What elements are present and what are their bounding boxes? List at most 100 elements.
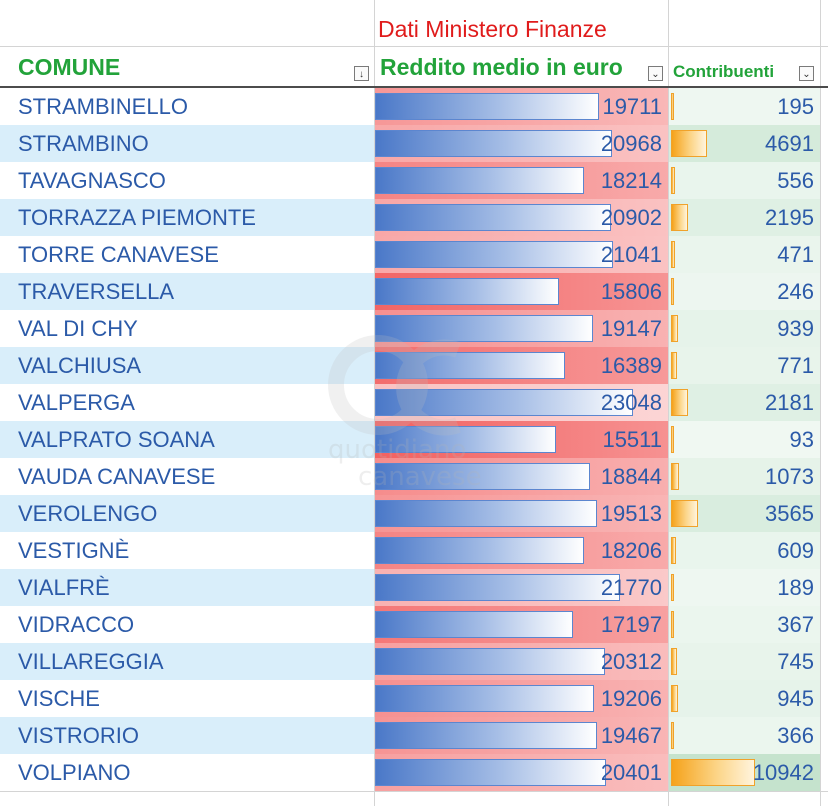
cell-comune[interactable]: VESTIGNÈ [18, 538, 130, 563]
filter-dropdown-icon[interactable]: ⌄ [799, 66, 814, 81]
cell-comune[interactable]: STRAMBINELLO [18, 94, 188, 119]
cell-contribuenti[interactable]: 945 [669, 680, 820, 717]
cell-comune[interactable]: VOLPIANO [18, 760, 131, 785]
data-bar-contribuenti [671, 648, 677, 675]
cell-contribuenti[interactable]: 246 [669, 273, 820, 310]
value-reddito: 15806 [600, 279, 662, 304]
value-reddito: 20401 [600, 760, 662, 785]
data-bar-contribuenti [671, 130, 707, 157]
cell-reddito[interactable]: 18214 [375, 162, 668, 199]
value-reddito: 19147 [600, 316, 662, 341]
value-contribuenti: 556 [777, 168, 814, 193]
header-contribuenti[interactable]: Contribuenti [673, 62, 775, 81]
cell-contribuenti[interactable]: 3565 [669, 495, 820, 532]
cell-reddito[interactable]: 21041 [375, 236, 668, 273]
value-contribuenti: 2181 [765, 390, 814, 415]
data-bar-contribuenti [671, 389, 688, 416]
cell-comune[interactable]: VILLAREGGIA [0, 643, 374, 680]
cell-reddito[interactable]: 20902 [375, 199, 668, 236]
value-reddito: 17197 [600, 612, 662, 637]
cell-comune[interactable]: TRAVERSELLA [0, 273, 374, 310]
cell-reddito[interactable]: 20968 [375, 125, 668, 162]
column-divider [668, 0, 669, 806]
cell-contribuenti[interactable]: 556 [669, 162, 820, 199]
cell-reddito[interactable]: 19513 [375, 495, 668, 532]
cell-contribuenti[interactable]: 2181 [669, 384, 820, 421]
cell-contribuenti[interactable]: 189 [669, 569, 820, 606]
table-row: VAUDA CANAVESE 18844 1073 [0, 458, 828, 495]
cell-comune[interactable]: VEROLENGO [0, 495, 374, 532]
data-bar-contribuenti [671, 241, 675, 268]
cell-comune[interactable]: TORRE CANAVESE [18, 242, 219, 267]
cell-comune[interactable]: TORRAZZA PIEMONTE [0, 199, 374, 236]
cell-comune[interactable]: VAL DI CHY [18, 316, 138, 341]
cell-reddito[interactable]: 15511 [375, 421, 668, 458]
cell-contribuenti[interactable]: 195 [669, 88, 820, 125]
cell-comune[interactable]: VALCHIUSA [0, 347, 374, 384]
header-reddito[interactable]: Reddito medio in euro [380, 54, 623, 80]
cell-comune[interactable]: VALPERGA [18, 390, 135, 415]
cell-reddito[interactable]: 19206 [375, 680, 668, 717]
data-bar-contribuenti [671, 315, 678, 342]
value-contribuenti: 366 [777, 723, 814, 748]
cell-contribuenti[interactable]: 93 [669, 421, 820, 458]
cell-comune[interactable]: VISCHE [18, 686, 100, 711]
sort-filter-icon[interactable]: ↓ [354, 66, 369, 81]
data-bar-contribuenti [671, 426, 674, 453]
row-divider [0, 46, 828, 47]
cell-contribuenti[interactable]: 609 [669, 532, 820, 569]
cell-contribuenti[interactable]: 745 [669, 643, 820, 680]
cell-contribuenti[interactable]: 2195 [669, 199, 820, 236]
cell-contribuenti[interactable]: 367 [669, 606, 820, 643]
cell-reddito[interactable]: 20312 [375, 643, 668, 680]
cell-reddito[interactable]: 15806 [375, 273, 668, 310]
table-row: VISCHE 19206 945 [0, 680, 828, 717]
data-bar-reddito [375, 685, 594, 712]
cell-contribuenti[interactable]: 939 [669, 310, 820, 347]
data-bar-reddito [375, 204, 611, 231]
value-reddito: 16389 [600, 353, 662, 378]
value-reddito: 23048 [600, 390, 662, 415]
cell-reddito[interactable]: 18844 [375, 458, 668, 495]
cell-comune[interactable]: TAVAGNASCO [18, 168, 166, 193]
data-bar-contribuenti [671, 167, 675, 194]
data-bar-reddito [375, 648, 605, 675]
cell-comune[interactable]: VALPRATO SOANA [0, 421, 374, 458]
value-reddito: 18206 [600, 538, 662, 563]
cell-comune[interactable]: STRAMBINO [0, 125, 374, 162]
data-bar-reddito [375, 241, 613, 268]
cell-comune[interactable]: VIDRACCO [18, 612, 135, 637]
header-comune[interactable]: COMUNE [18, 54, 121, 80]
cell-reddito[interactable]: 21770 [375, 569, 668, 606]
table-row: VEROLENGO 19513 3565 [0, 495, 828, 532]
value-contribuenti: 945 [777, 686, 814, 711]
cell-reddito[interactable]: 20401 [375, 754, 668, 791]
cell-contribuenti[interactable]: 10942 [669, 754, 820, 791]
filter-dropdown-icon[interactable]: ⌄ [648, 66, 663, 81]
cell-contribuenti[interactable]: 771 [669, 347, 820, 384]
value-reddito: 20968 [600, 131, 662, 156]
cell-contribuenti[interactable]: 471 [669, 236, 820, 273]
cell-comune[interactable]: VISTRORIO [0, 717, 374, 754]
cell-contribuenti[interactable]: 366 [669, 717, 820, 754]
data-bar-contribuenti [671, 537, 676, 564]
cell-reddito[interactable]: 19711 [375, 88, 668, 125]
cell-reddito[interactable]: 19147 [375, 310, 668, 347]
table-row: STRAMBINO 20968 4691 [0, 125, 828, 162]
cell-comune[interactable]: VAUDA CANAVESE [18, 464, 216, 489]
cell-reddito[interactable]: 16389 [375, 347, 668, 384]
data-bar-reddito [375, 463, 590, 490]
cell-reddito[interactable]: 17197 [375, 606, 668, 643]
cell-contribuenti[interactable]: 4691 [669, 125, 820, 162]
table-row: TORRAZZA PIEMONTE 20902 2195 [0, 199, 828, 236]
table-row: VIALFRÈ 21770 189 [0, 569, 828, 606]
value-reddito: 21041 [600, 242, 662, 267]
cell-comune[interactable]: VIALFRÈ [0, 569, 374, 606]
value-reddito: 18844 [600, 464, 662, 489]
cell-reddito[interactable]: 18206 [375, 532, 668, 569]
value-reddito: 19513 [600, 501, 662, 526]
cell-contribuenti[interactable]: 1073 [669, 458, 820, 495]
cell-reddito[interactable]: 23048 [375, 384, 668, 421]
data-bar-reddito [375, 167, 584, 194]
cell-reddito[interactable]: 19467 [375, 717, 668, 754]
